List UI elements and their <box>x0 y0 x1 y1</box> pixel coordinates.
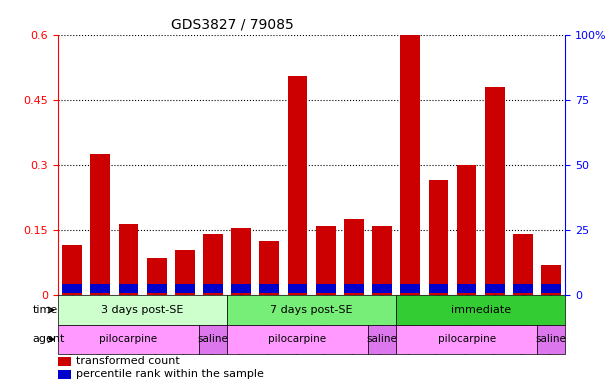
Bar <box>541 283 561 293</box>
Text: saline: saline <box>197 334 229 344</box>
Bar <box>58 357 71 366</box>
Bar <box>485 87 505 295</box>
Bar <box>203 283 223 293</box>
Bar <box>316 226 335 295</box>
Bar <box>119 223 138 295</box>
Bar <box>227 295 396 325</box>
Text: percentile rank within the sample: percentile rank within the sample <box>76 369 264 379</box>
Bar <box>288 283 307 293</box>
Bar <box>456 165 477 295</box>
Bar <box>58 295 227 325</box>
Bar <box>316 283 335 293</box>
Text: pilocarpine: pilocarpine <box>437 334 496 344</box>
Bar <box>396 295 565 325</box>
Bar <box>199 325 227 354</box>
Bar <box>147 258 167 295</box>
Bar <box>175 250 195 295</box>
Bar <box>203 235 223 295</box>
Bar <box>62 283 82 293</box>
Text: saline: saline <box>367 334 398 344</box>
Bar <box>147 283 167 293</box>
Bar <box>232 228 251 295</box>
Bar <box>232 283 251 293</box>
Bar <box>368 325 396 354</box>
Bar <box>372 226 392 295</box>
Bar <box>344 219 364 295</box>
Text: GDS3827 / 79085: GDS3827 / 79085 <box>171 17 293 31</box>
Bar <box>90 283 110 293</box>
Text: transformed count: transformed count <box>76 356 180 366</box>
Text: 7 days post-SE: 7 days post-SE <box>270 305 353 315</box>
Text: pilocarpine: pilocarpine <box>100 334 158 344</box>
Text: pilocarpine: pilocarpine <box>268 334 327 344</box>
Bar <box>344 283 364 293</box>
Bar <box>456 283 477 293</box>
Bar <box>288 76 307 295</box>
Bar <box>58 370 71 379</box>
Bar <box>396 325 537 354</box>
Text: agent: agent <box>33 334 65 344</box>
Bar <box>513 235 533 295</box>
Bar <box>400 283 420 293</box>
Bar <box>428 180 448 295</box>
Bar <box>513 283 533 293</box>
Bar <box>175 283 195 293</box>
Bar <box>541 265 561 295</box>
Bar <box>90 154 110 295</box>
Bar <box>62 245 82 295</box>
Bar <box>372 283 392 293</box>
Bar <box>537 325 565 354</box>
Text: time: time <box>33 305 58 315</box>
Bar <box>119 283 138 293</box>
Bar <box>260 241 279 295</box>
Bar <box>400 35 420 295</box>
Bar <box>58 325 199 354</box>
Text: saline: saline <box>536 334 566 344</box>
Bar <box>260 283 279 293</box>
Bar <box>227 325 368 354</box>
Text: immediate: immediate <box>450 305 511 315</box>
Bar <box>485 283 505 293</box>
Text: 3 days post-SE: 3 days post-SE <box>101 305 184 315</box>
Bar <box>428 283 448 293</box>
